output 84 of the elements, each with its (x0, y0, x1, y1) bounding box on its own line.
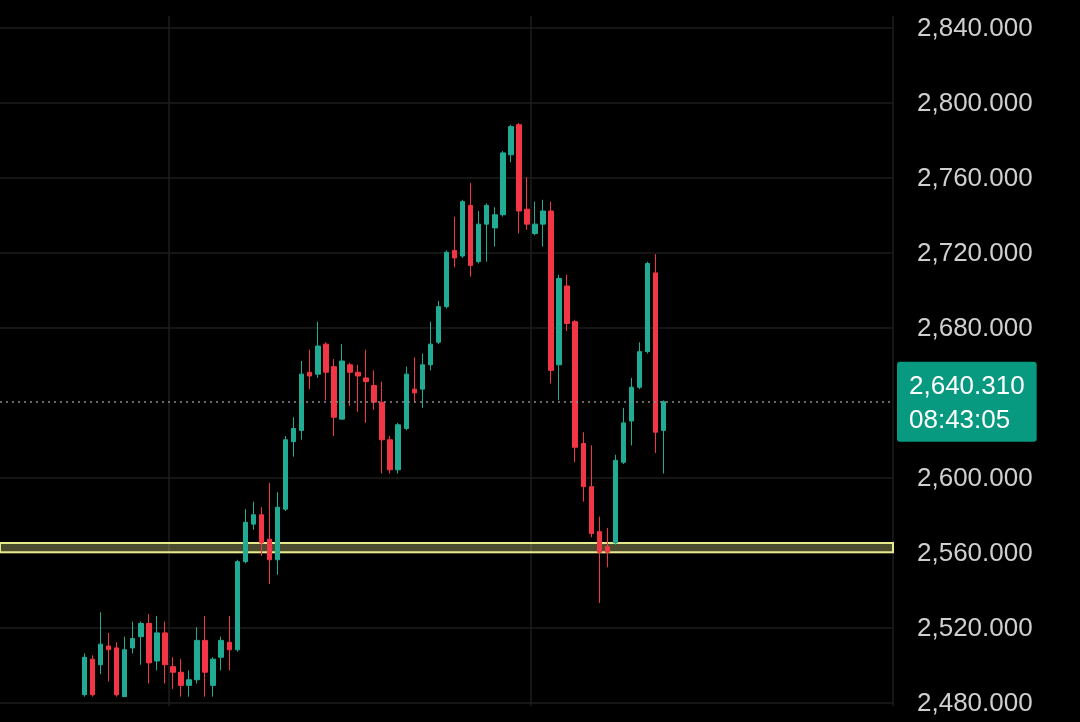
candlestick (428, 321, 433, 371)
candlestick (653, 253, 658, 454)
candlestick (605, 527, 610, 568)
candlestick (210, 656, 216, 698)
candlestick (412, 356, 417, 403)
candlestick (572, 319, 578, 463)
candlestick (138, 621, 144, 666)
candlestick (564, 274, 570, 332)
candlestick (629, 377, 634, 446)
candlestick (90, 654, 95, 698)
y-tick-label: 2,760.000 (917, 162, 1033, 193)
candlestick (106, 632, 111, 683)
candlestick (532, 201, 538, 236)
candlestick (363, 349, 369, 424)
candlestick (154, 615, 160, 671)
candlestick (114, 641, 119, 698)
candlestick (331, 358, 337, 437)
candlestick (492, 206, 498, 248)
y-tick-label: 2,520.000 (917, 612, 1033, 643)
candlestick (251, 501, 256, 531)
candlestick (476, 210, 481, 264)
candlestick (307, 349, 312, 390)
y-tick-label: 2,480.000 (917, 687, 1033, 718)
candlestick (556, 274, 562, 401)
candlestick (323, 341, 329, 401)
candlestick (162, 621, 168, 684)
text: 08:43:05 (909, 403, 1011, 434)
candlestick (355, 364, 361, 413)
candlestick (218, 636, 224, 671)
candlestick (283, 435, 288, 512)
candlestick (516, 122, 522, 234)
candlestick (540, 199, 546, 248)
candlestick (227, 615, 232, 671)
candlestick (170, 656, 176, 690)
candlestick (379, 381, 385, 474)
candlestick (500, 150, 506, 218)
candlestick (178, 658, 184, 698)
candlestick (589, 444, 594, 538)
candlestick (387, 435, 393, 474)
candlestick (508, 124, 514, 163)
y-tick-label: 2,800.000 (917, 87, 1033, 118)
candlestick (460, 199, 465, 259)
candlestick (347, 362, 353, 407)
candlestick (661, 399, 666, 474)
candlestick (146, 613, 152, 684)
candlestick (130, 621, 135, 654)
candlestick (315, 321, 321, 379)
candlestick (436, 300, 441, 345)
candlestick (291, 416, 296, 458)
candlestick (621, 407, 626, 465)
candlestick (597, 516, 602, 604)
candlestick (468, 182, 473, 278)
candlestick (235, 559, 240, 653)
candlestick (194, 626, 200, 684)
y-tick-label: 2,600.000 (917, 462, 1033, 493)
candlestick (371, 369, 377, 411)
candlestick (82, 653, 87, 698)
candlestick (275, 491, 280, 576)
candlestick (420, 353, 425, 409)
candlestick (267, 482, 272, 585)
candlestick (613, 454, 618, 546)
y-tick-label: 2,720.000 (917, 237, 1033, 268)
candlestick (299, 360, 304, 441)
candlestick (243, 508, 248, 564)
y-tick-label: 2,840.000 (917, 12, 1033, 43)
ref-line-label: 2,640.310 (909, 369, 1025, 400)
candlestick (339, 343, 345, 420)
candlestick (452, 216, 457, 268)
y-tick-label: 2,560.000 (917, 537, 1033, 568)
candlestick (259, 506, 264, 557)
candlestick (202, 615, 208, 698)
candlestick (524, 176, 530, 231)
candlestick (444, 249, 449, 309)
y-tick-label: 2,680.000 (917, 312, 1033, 343)
candlestick (484, 203, 489, 263)
candlestick (637, 341, 642, 390)
candlestick (645, 261, 650, 354)
candlestick (122, 636, 127, 698)
candlestick (581, 431, 586, 503)
candlestick (404, 366, 409, 431)
candlestick (548, 201, 554, 384)
candlestick (395, 422, 401, 474)
candlestick (98, 611, 103, 675)
candlestick (186, 669, 192, 698)
